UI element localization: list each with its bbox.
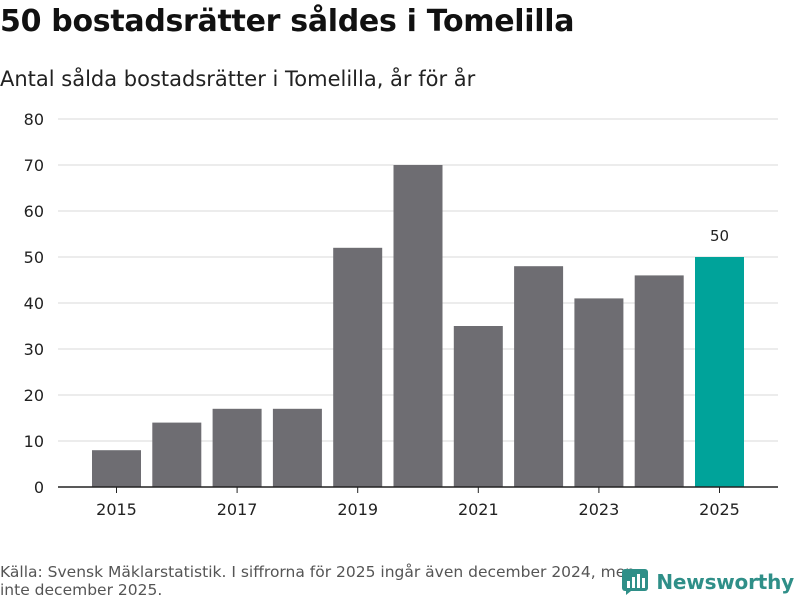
x-tick-label: 2023 xyxy=(579,500,620,519)
bars xyxy=(92,165,744,487)
y-axis-ticks: 0 10 20 30 40 50 60 70 80 xyxy=(24,110,44,497)
y-tick-label: 80 xyxy=(24,110,44,129)
bar-2018 xyxy=(272,408,322,487)
y-tick-label: 70 xyxy=(24,156,44,175)
bar-2015 xyxy=(92,450,141,487)
bar-2016 xyxy=(152,422,202,487)
bar-2023 xyxy=(574,298,624,487)
brand-logo: Newsworthy xyxy=(622,569,794,595)
y-tick-label: 50 xyxy=(24,248,44,267)
x-tick-label: 2025 xyxy=(699,500,740,519)
chart-title: 50 bostadsrätter såldes i Tomelilla xyxy=(0,4,575,39)
newsworthy-logo-icon xyxy=(622,569,649,595)
data-label-value: 50 xyxy=(710,227,729,245)
data-labels: 50 xyxy=(710,227,729,245)
bar-2025 xyxy=(695,257,744,487)
x-tick-label: 2019 xyxy=(337,500,378,519)
bar-2022 xyxy=(514,266,564,487)
bar-2021 xyxy=(453,326,503,487)
x-tick-label: 2017 xyxy=(217,500,258,519)
y-tick-label: 30 xyxy=(24,340,44,359)
bar-2019 xyxy=(333,247,383,487)
bar-2017 xyxy=(212,408,262,487)
y-tick-label: 60 xyxy=(24,202,44,221)
x-tick-label: 2021 xyxy=(458,500,499,519)
x-axis-ticks: 2015 2017 2019 2021 2023 2025 xyxy=(58,486,778,519)
x-tick-label: 2015 xyxy=(96,500,137,519)
brand-name: Newsworthy xyxy=(656,570,794,594)
bar-2020 xyxy=(393,165,443,487)
chart-subtitle: Antal sålda bostadsrätter i Tomelilla, å… xyxy=(0,67,476,91)
y-tick-label: 10 xyxy=(24,432,44,451)
bar-2024 xyxy=(634,275,684,487)
source-note: Källa: Svensk Mäklarstatistik. I siffror… xyxy=(0,563,636,599)
y-tick-label: 40 xyxy=(24,294,44,313)
y-tick-label: 20 xyxy=(24,386,44,405)
y-tick-label: 0 xyxy=(34,478,44,497)
